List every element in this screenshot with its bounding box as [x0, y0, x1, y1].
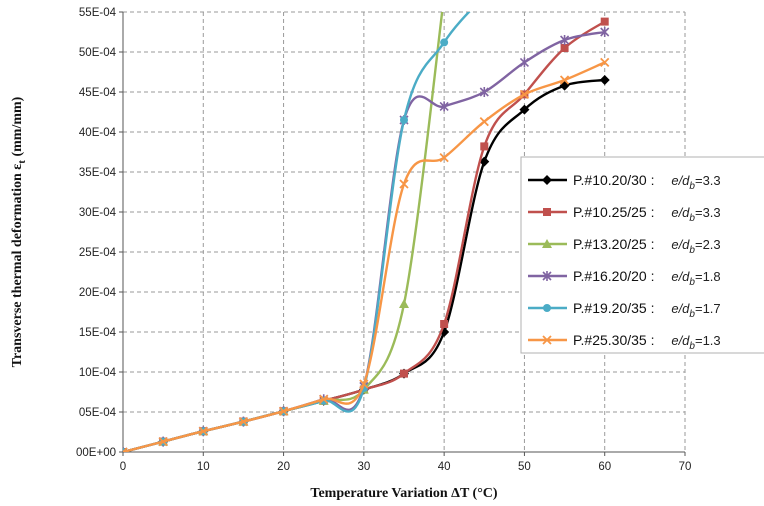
legend-label: P.#16.20/20 : [573, 268, 654, 284]
x-axis-title: Temperature Variation ΔT (°C) [310, 486, 498, 501]
data-point [399, 299, 409, 308]
legend-swatch-marker [542, 175, 552, 185]
y-tick-label: 10E-04 [79, 367, 117, 379]
legend-swatch-marker [542, 239, 552, 248]
data-point [359, 379, 369, 389]
legend-label: P.#10.20/30 : [573, 172, 654, 188]
data-point [399, 179, 409, 189]
x-tick-label: 60 [598, 461, 611, 473]
series-line [123, 61, 606, 452]
legend-ratio: e/db=1.3 [671, 333, 720, 352]
y-tick-label: 55E-04 [79, 7, 117, 19]
y-tick-label: 50E-04 [79, 47, 117, 59]
legend-ratio: e/db=1.8 [671, 269, 720, 288]
y-tick-label: 30E-04 [79, 207, 117, 219]
data-point [519, 57, 529, 68]
legend: P.#10.20/30 : e/db=3.3 P.#10.25/25 : e/db=3… [520, 156, 764, 354]
legend-swatch-marker [542, 335, 552, 345]
x-tick-label: 20 [277, 461, 290, 473]
data-point [480, 142, 489, 151]
tick-labels: 0 10 20 30 40 50 60 70 00E+00 05E-04 10E-04 15E-04 2… [76, 7, 691, 473]
legend-label: P.#19.20/35 : [573, 300, 654, 316]
series-layer [123, 12, 610, 452]
y-axis-title-subscript: t [16, 160, 28, 164]
data-point [479, 156, 490, 167]
y-axis-title: Transverse thermal deformation εt (mm/mm… [10, 96, 28, 367]
data-point [599, 75, 610, 85]
y-tick-label: 25E-04 [79, 247, 117, 259]
data-point [600, 27, 610, 37]
legend-box [520, 156, 764, 354]
data-point [400, 116, 408, 124]
y-tick-label: 40E-04 [79, 127, 117, 139]
legend-item: P.#19.20/35 : e/db=1.7 [528, 300, 721, 320]
x-tick-label: 10 [197, 461, 210, 473]
data-point [559, 75, 570, 85]
data-point [600, 57, 610, 68]
y-axis-title-main: Transverse thermal deformation ε [10, 164, 25, 368]
x-tick-label: 30 [357, 461, 370, 473]
y-tick-label: 20E-04 [79, 287, 117, 299]
x-tick-label: 40 [438, 461, 451, 473]
data-point [158, 436, 168, 447]
data-point [440, 38, 449, 47]
x-tick-label: 0 [120, 461, 126, 473]
legend-item: P.#16.20/20 : e/db=1.8 [528, 268, 721, 288]
data-point [123, 447, 128, 452]
legend-label: P.#25.30/35 : [573, 332, 654, 348]
legend-item: P.#10.25/25 : e/db=3.3 [528, 204, 721, 224]
data-point [439, 101, 449, 112]
data-point [560, 44, 569, 52]
data-point [479, 87, 489, 97]
data-point [440, 320, 449, 328]
legend-item: P.#10.20/30 : e/db=3.3 [528, 172, 721, 192]
series-4 [123, 12, 471, 452]
legend-label: P.#13.20/25 : [573, 236, 654, 252]
data-point [519, 89, 530, 100]
data-point [600, 17, 609, 26]
axes [119, 11, 686, 456]
x-tick-label: 70 [679, 461, 692, 473]
legend-swatch-marker [543, 304, 551, 312]
data-point [439, 152, 449, 163]
data-point [319, 394, 329, 404]
data-point [278, 406, 289, 416]
y-tick-label: 15E-04 [79, 327, 117, 339]
series-5 [123, 57, 610, 452]
y-tick-label: 05E-04 [79, 407, 117, 419]
legend-ratio: e/db=3.3 [671, 205, 720, 224]
legend-label: P.#10.25/25 : [573, 204, 654, 220]
legend-item: P.#13.20/25 : e/db=2.3 [528, 236, 721, 256]
x-tick-label: 50 [518, 461, 531, 473]
legend-swatch-marker [542, 271, 552, 281]
y-tick-label: 35E-04 [79, 167, 117, 179]
data-point [479, 116, 489, 127]
data-point [519, 104, 530, 115]
y-tick-label: 00E+00 [76, 447, 116, 459]
legend-ratio: e/db=2.3 [671, 237, 720, 256]
legend-ratio: e/db=1.7 [671, 301, 720, 320]
series-line [123, 12, 471, 452]
y-tick-label: 45E-04 [79, 87, 117, 99]
legend-item: P.#25.30/35 : e/db=1.3 [528, 332, 721, 352]
legend-swatch-marker [543, 208, 551, 216]
data-point [400, 369, 408, 378]
data-point [560, 35, 570, 45]
data-point [198, 426, 208, 436]
y-axis-title-unit: (mm/mm) [10, 96, 25, 160]
legend-ratio: e/db=3.3 [671, 173, 720, 192]
data-point [238, 416, 249, 427]
